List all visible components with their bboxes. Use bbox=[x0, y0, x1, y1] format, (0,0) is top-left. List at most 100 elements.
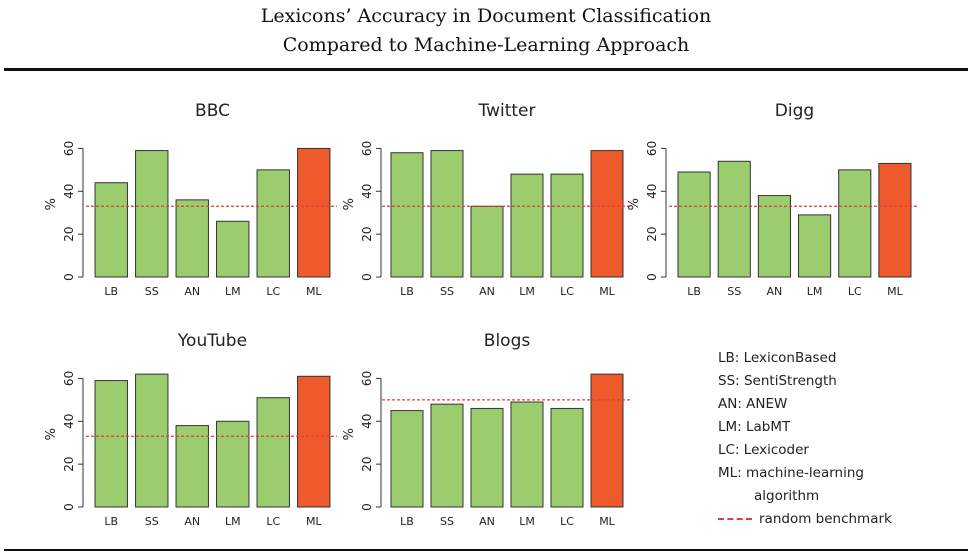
y-axis-label: % bbox=[44, 198, 59, 210]
x-tick-label: AN bbox=[184, 285, 200, 298]
y-tick-label: 20 bbox=[360, 227, 374, 242]
y-tick-label: 60 bbox=[645, 141, 659, 156]
legend-item-ml-continuation: algorithm bbox=[754, 488, 820, 504]
bar-lm bbox=[510, 173, 544, 278]
y-tick-label: 60 bbox=[62, 141, 76, 156]
bar-ml bbox=[590, 373, 624, 508]
y-tick-label: 20 bbox=[62, 457, 76, 472]
bar-lb bbox=[390, 410, 424, 508]
bar-lc bbox=[256, 397, 290, 508]
bar-lb bbox=[94, 380, 128, 508]
legend-item-ss: SS: SentiStrength bbox=[718, 373, 837, 389]
y-tick-label: 40 bbox=[62, 414, 76, 429]
legend-item-lb: LB: LexiconBased bbox=[718, 350, 837, 366]
bar-lm bbox=[216, 220, 250, 278]
x-tick-label: LC bbox=[560, 515, 574, 528]
top-rule bbox=[4, 68, 968, 71]
legend: LB: LexiconBased SS: SentiStrength AN: A… bbox=[718, 347, 892, 531]
bar-ml bbox=[590, 150, 624, 278]
x-tick-label: ML bbox=[306, 515, 322, 528]
y-tick-label: 40 bbox=[645, 184, 659, 199]
y-axis-label: % bbox=[342, 198, 357, 210]
x-tick-label: LC bbox=[560, 285, 574, 298]
y-tick-label: 0 bbox=[360, 273, 374, 281]
bar-ss bbox=[430, 403, 464, 508]
chart-title: Twitter bbox=[478, 101, 536, 121]
bar-lb bbox=[677, 171, 711, 278]
y-tick-label: 20 bbox=[360, 457, 374, 472]
y-tick-label: 40 bbox=[360, 414, 374, 429]
x-tick-label: SS bbox=[440, 285, 454, 298]
bar-an bbox=[470, 205, 504, 278]
chart-title: Digg bbox=[775, 101, 814, 121]
x-tick-label: AN bbox=[767, 285, 783, 298]
chart-title: Blogs bbox=[484, 331, 531, 351]
x-tick-label: LC bbox=[266, 285, 280, 298]
bar-lc bbox=[550, 407, 584, 508]
bar-lb bbox=[94, 182, 128, 278]
y-tick-label: 20 bbox=[62, 227, 76, 242]
y-tick-label: 60 bbox=[360, 371, 374, 386]
bar-ml bbox=[297, 147, 331, 278]
y-tick-label: 0 bbox=[645, 273, 659, 281]
x-tick-label: SS bbox=[440, 515, 454, 528]
bar-lc bbox=[838, 169, 872, 278]
x-tick-label: LM bbox=[807, 285, 823, 298]
legend-item-benchmark: random benchmark bbox=[718, 508, 892, 531]
chart-title: YouTube bbox=[177, 331, 247, 351]
bar-lc bbox=[550, 173, 584, 278]
x-tick-label: LC bbox=[266, 515, 280, 528]
x-tick-label: LM bbox=[225, 285, 241, 298]
x-tick-label: ML bbox=[887, 285, 903, 298]
x-tick-label: LB bbox=[104, 285, 118, 298]
legend-item-lc: LC: Lexicoder bbox=[718, 442, 809, 458]
bar-lm bbox=[510, 401, 544, 508]
x-tick-label: ML bbox=[306, 285, 322, 298]
bar-ss bbox=[135, 150, 169, 278]
bar-lb bbox=[390, 152, 424, 278]
y-axis-label: % bbox=[44, 428, 59, 440]
figure-title-line2: Compared to Machine-Learning Approach bbox=[282, 34, 690, 56]
y-tick-label: 60 bbox=[360, 141, 374, 156]
x-tick-label: ML bbox=[599, 285, 615, 298]
y-axis-label: % bbox=[342, 428, 357, 440]
x-tick-label: LC bbox=[848, 285, 862, 298]
bar-an bbox=[175, 425, 209, 508]
y-tick-label: 0 bbox=[62, 273, 76, 281]
y-tick-label: 20 bbox=[645, 227, 659, 242]
figure-title: Lexicons’ Accuracy in Document Classific… bbox=[0, 2, 972, 60]
legend-item-an: AN: ANEW bbox=[718, 396, 788, 412]
legend-item-lm: LM: LabMT bbox=[718, 419, 791, 435]
x-tick-label: LB bbox=[104, 515, 118, 528]
benchmark-line-sample bbox=[718, 518, 752, 520]
bar-lm bbox=[798, 214, 832, 278]
x-tick-label: SS bbox=[145, 285, 159, 298]
legend-benchmark-label: random benchmark bbox=[759, 511, 892, 527]
y-tick-label: 0 bbox=[360, 503, 374, 511]
bar-an bbox=[757, 195, 791, 278]
y-tick-label: 40 bbox=[360, 184, 374, 199]
bar-ss bbox=[717, 160, 751, 278]
legend-item-ml: ML: machine-learning bbox=[718, 465, 864, 481]
bar-an bbox=[470, 407, 504, 508]
figure-title-line1: Lexicons’ Accuracy in Document Classific… bbox=[260, 5, 712, 27]
x-tick-label: ML bbox=[599, 515, 615, 528]
x-tick-label: LM bbox=[225, 515, 241, 528]
x-tick-label: AN bbox=[184, 515, 200, 528]
bar-ml bbox=[297, 375, 331, 508]
x-tick-label: SS bbox=[727, 285, 741, 298]
x-tick-label: SS bbox=[145, 515, 159, 528]
x-tick-label: LM bbox=[519, 285, 535, 298]
bar-ml bbox=[878, 162, 912, 278]
chart-title: BBC bbox=[195, 101, 230, 121]
y-tick-label: 40 bbox=[62, 184, 76, 199]
y-tick-label: 60 bbox=[62, 371, 76, 386]
x-tick-label: AN bbox=[479, 285, 495, 298]
x-tick-label: LB bbox=[687, 285, 701, 298]
bar-lm bbox=[216, 420, 250, 508]
y-tick-label: 0 bbox=[62, 503, 76, 511]
x-tick-label: LB bbox=[400, 285, 414, 298]
bar-ss bbox=[430, 150, 464, 278]
x-tick-label: AN bbox=[479, 515, 495, 528]
